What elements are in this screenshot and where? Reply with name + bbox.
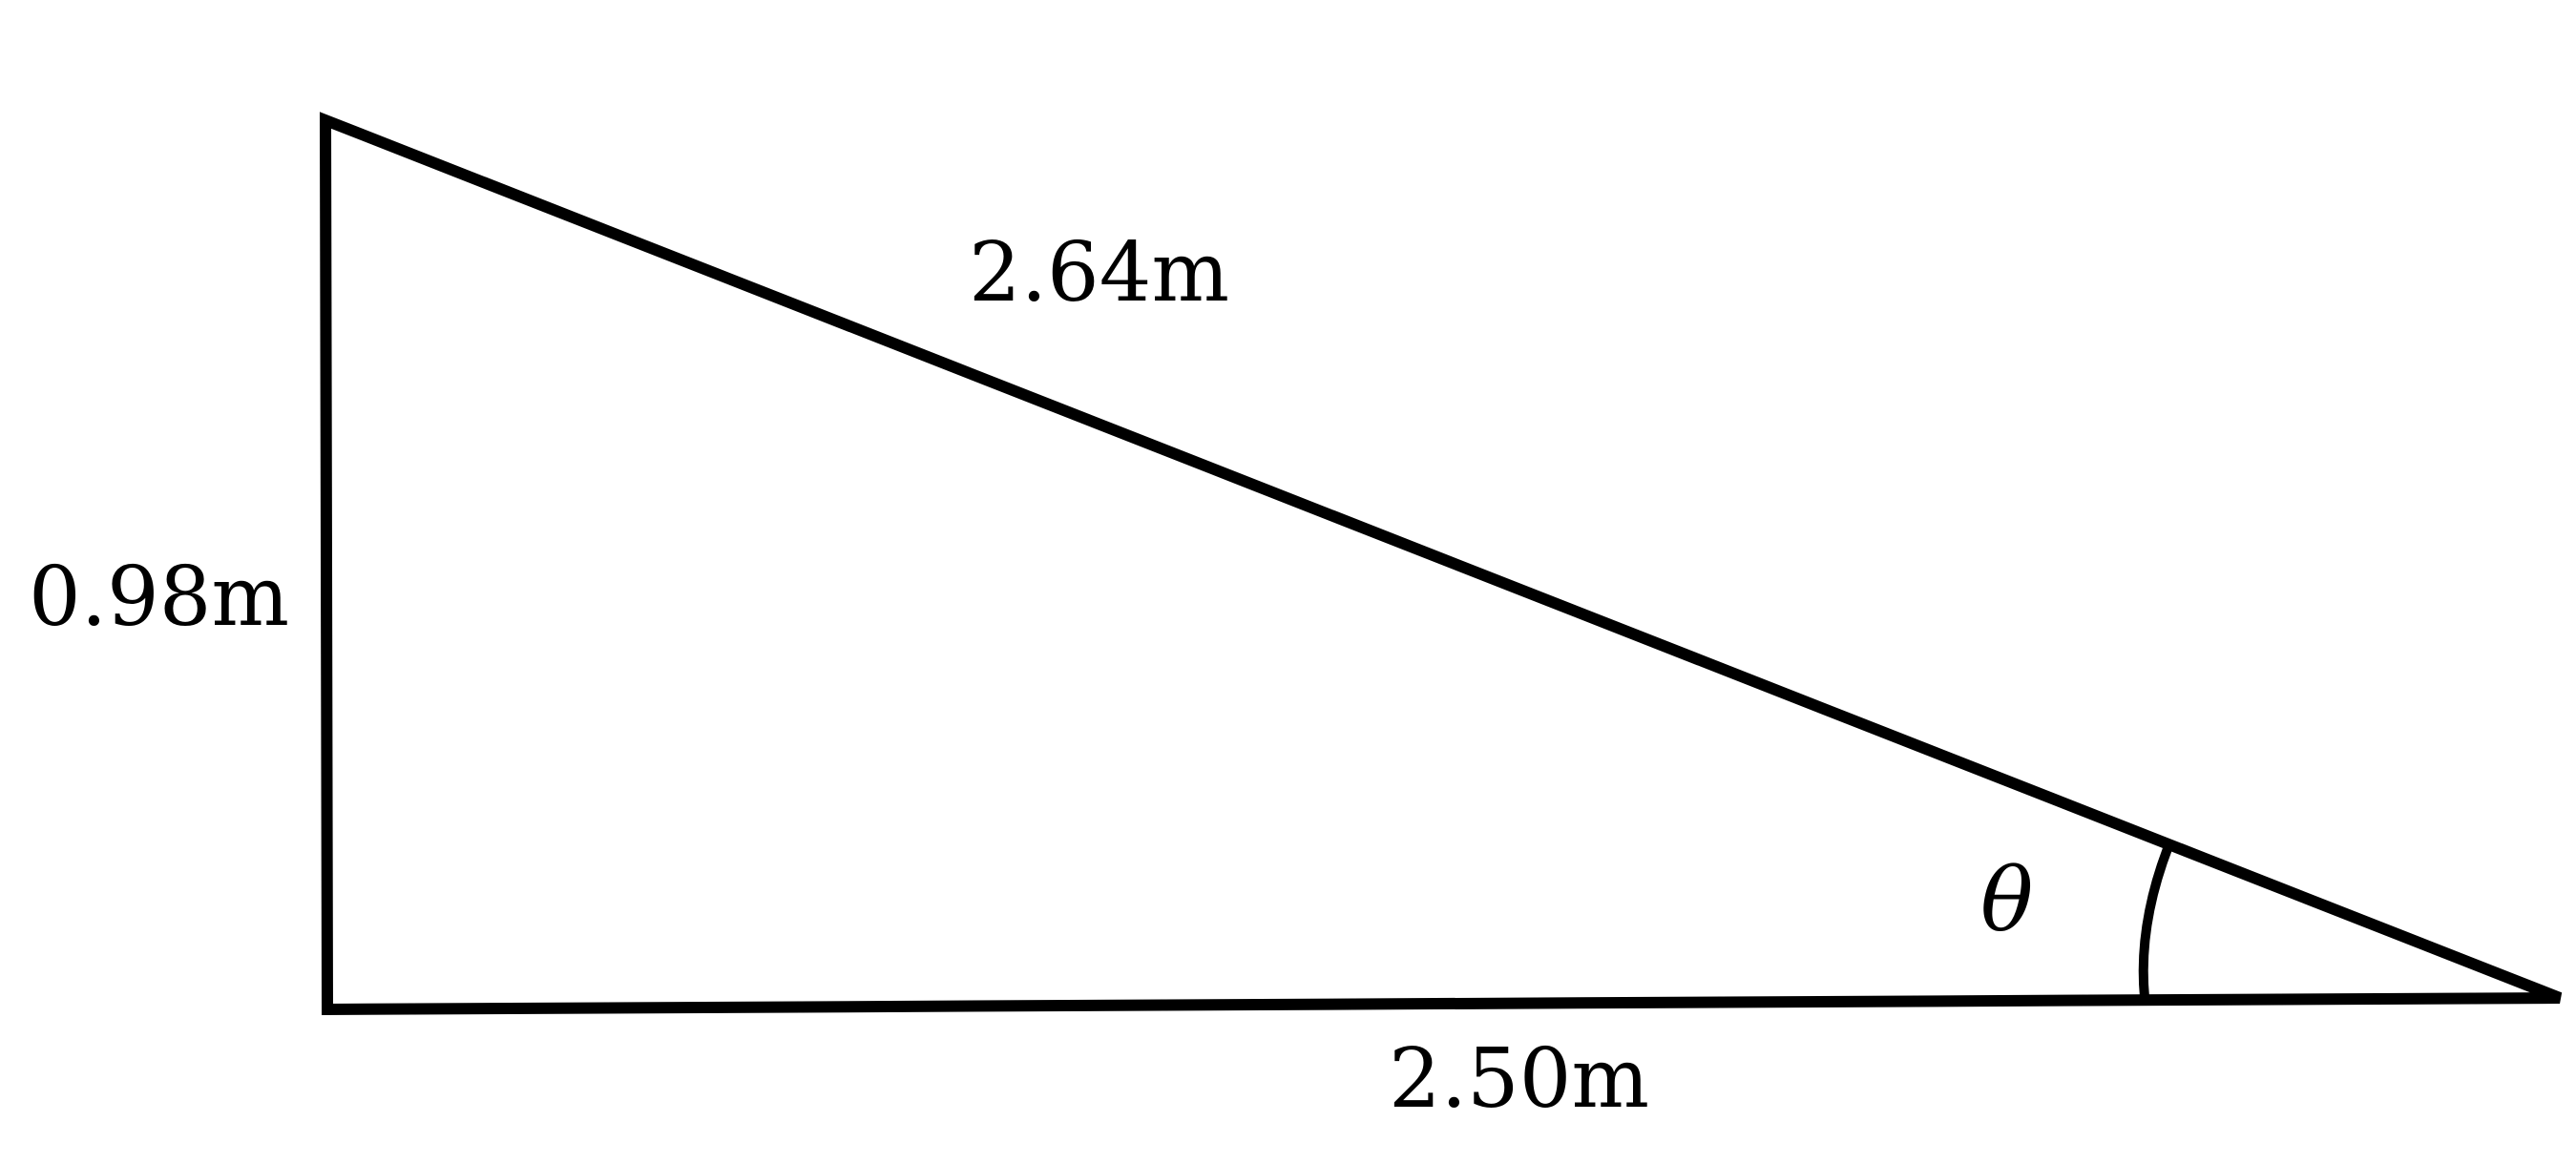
hypotenuse-label: 2.64m (969, 225, 1229, 321)
height-label: 0.98m (29, 550, 289, 645)
angle-arc (2138, 844, 2173, 998)
angle-label: θ (1980, 849, 2033, 951)
base-label: 2.50m (1389, 1031, 1649, 1127)
triangle-outline (319, 112, 2563, 1016)
